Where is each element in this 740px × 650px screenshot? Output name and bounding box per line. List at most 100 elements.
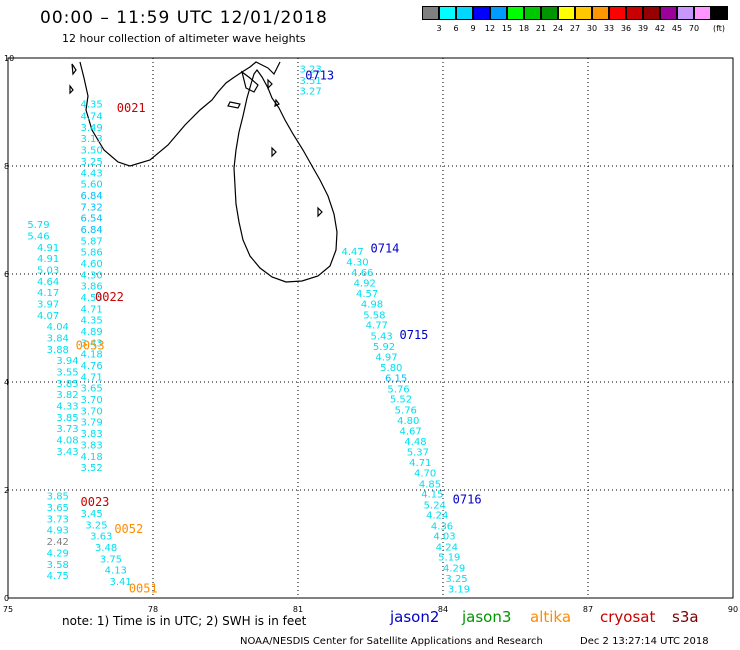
- wave-height-value: 3.70: [81, 406, 103, 417]
- wave-height-value: 4.75: [47, 571, 69, 582]
- wave-height-value: 4.03: [433, 532, 455, 543]
- wave-height-value: 3.73: [47, 514, 69, 525]
- wave-height-value: 5.43: [371, 331, 393, 342]
- footer-note: note: 1) Time is in UTC; 2) SWH is in fe…: [62, 614, 307, 628]
- scale-label: 18: [518, 24, 530, 33]
- wave-height-value: 3.83: [81, 429, 103, 440]
- wave-height-value: 5.87: [81, 236, 103, 247]
- pass-time-label: 0021: [117, 101, 146, 115]
- wave-height-value: 4.30: [346, 257, 368, 268]
- wave-height-value: 4.77: [366, 321, 388, 332]
- y-tick-label: 8: [4, 162, 9, 171]
- wave-height-value: 6.15: [385, 373, 407, 384]
- wave-height-value: 3.51: [299, 76, 321, 87]
- wave-height-value: 3.58: [47, 560, 69, 571]
- scale-label: 3: [436, 24, 442, 33]
- generation-timestamp: Dec 2 13:27:14 UTC 2018: [580, 636, 709, 647]
- wave-height-value: 3.43: [81, 338, 103, 349]
- x-tick-label: 84: [438, 605, 448, 614]
- islet-b: [69, 84, 74, 95]
- wave-height-value: 3.25: [85, 520, 107, 531]
- wave-height-value: 4.71: [81, 372, 103, 383]
- india-east-coast: [267, 61, 281, 76]
- wave-height-value: 4.29: [47, 548, 69, 559]
- track-0052: 3.453.253.633.483.754.133.41 0052: [81, 509, 144, 588]
- wave-height-value: 4.66: [351, 268, 373, 279]
- y-tick-label: 0: [4, 594, 9, 603]
- pass-time-label: 0713: [305, 69, 334, 83]
- wave-height-value: 3.50: [81, 146, 103, 157]
- wave-height-value: 4.85: [419, 479, 441, 490]
- wave-height-value: 4.33: [56, 402, 78, 413]
- wave-height-value: 4.48: [404, 437, 426, 448]
- wave-height-value: 4.71: [409, 458, 431, 469]
- x-tick-label: 87: [583, 605, 593, 614]
- wave-height-value: 4.74: [81, 112, 103, 123]
- wave-height-value: 3.23: [299, 65, 321, 76]
- wave-height-value: 4.04: [47, 322, 69, 333]
- wave-height-value: 4.89: [81, 327, 103, 338]
- scale-label: 33: [603, 24, 615, 33]
- wave-height-value: 3.13: [81, 134, 103, 145]
- track-0714: 4.474.304.664.924.574.985.584.77 0714: [342, 241, 400, 331]
- wave-height-value: 4.60: [81, 259, 103, 270]
- wave-height-value: 4.07: [37, 311, 59, 322]
- mannar-island: [227, 101, 241, 109]
- wave-height-value: 5.79: [27, 220, 49, 231]
- wave-height-value: 2.42: [47, 537, 69, 548]
- scale-label: 6: [453, 24, 459, 33]
- scale-label: 42: [654, 24, 666, 33]
- wave-height-value: 3.52: [81, 463, 103, 474]
- pass-time-label: 0023: [81, 495, 110, 509]
- wave-height-value: 4.92: [354, 278, 376, 289]
- wave-height-value: 3.75: [100, 554, 122, 565]
- altimeter-tracks: 3.233.513.2707134.354.743.493.133.503.25…: [27, 65, 481, 596]
- wave-height-value: 3.85: [56, 413, 78, 424]
- wave-height-value: 3.48: [95, 543, 117, 554]
- wave-height-value: 4.43: [81, 168, 103, 179]
- wave-height-value: 4.24: [436, 542, 458, 553]
- wave-height-value: 3.63: [90, 532, 112, 543]
- islet-e: [271, 146, 277, 158]
- wave-height-value: 3.65: [81, 384, 103, 395]
- track-0023: 3.853.653.734.932.424.293.584.75 0023: [47, 492, 110, 582]
- scale-swatch: [473, 6, 490, 20]
- scale-label: 9: [470, 24, 476, 33]
- wave-height-value: 4.97: [375, 352, 397, 363]
- scale-swatch: [660, 6, 677, 20]
- wave-height-value: 5.86: [81, 248, 103, 259]
- track-0051: 0051: [129, 582, 158, 596]
- scale-label: 27: [569, 24, 581, 33]
- wave-height-value: 4.91: [37, 254, 59, 265]
- credit-line: NOAA/NESDIS Center for Satellite Applica…: [240, 636, 543, 647]
- wave-height-value: 3.97: [37, 299, 59, 310]
- scale-label: 21: [535, 24, 547, 33]
- scale-label: 24: [552, 24, 564, 33]
- wave-height-value: 3.55: [56, 368, 78, 379]
- india-coastline: [79, 61, 269, 167]
- scale-swatch: [643, 6, 660, 20]
- wave-height-value: 4.53: [81, 293, 103, 304]
- wave-height-value: 3.88: [47, 345, 69, 356]
- wave-height-value: 4.29: [443, 564, 465, 575]
- wave-height-value: 5.80: [380, 363, 402, 374]
- wave-height-value: 3.82: [56, 390, 78, 401]
- wave-height-value: 4.15: [421, 490, 443, 501]
- wave-height-value: 4.76: [81, 361, 103, 372]
- sri-lanka: [233, 68, 338, 283]
- wave-height-value: 3.85: [56, 379, 78, 390]
- scale-swatch: [422, 6, 439, 20]
- wave-height-value: 4.24: [426, 511, 448, 522]
- wave-height-value: 6.84: [81, 225, 103, 236]
- wave-height-value: 4.08: [56, 436, 78, 447]
- pass-time-label: 0715: [400, 328, 429, 342]
- scale-swatch: [558, 6, 575, 20]
- scale-label: 15: [501, 24, 513, 33]
- islet-f: [317, 206, 323, 218]
- wave-height-value: 4.80: [397, 416, 419, 427]
- legend-cryosat: cryosat: [600, 608, 656, 626]
- track-0053: 0053: [76, 339, 105, 353]
- wave-height-value: 3.25: [445, 574, 467, 585]
- scale-swatch: [677, 6, 694, 20]
